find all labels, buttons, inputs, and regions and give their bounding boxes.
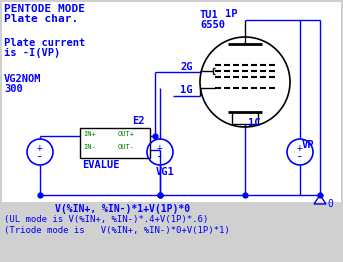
Text: IN+: IN+ [83,131,96,137]
Text: OUT-: OUT- [118,144,135,150]
Text: 1G: 1G [180,85,192,95]
Text: -: - [156,150,164,163]
Text: 300: 300 [4,84,23,94]
Text: VP: VP [302,140,315,150]
Text: (UL mode is V(%IN+, %IN-)*.4+V(1P)*.6): (UL mode is V(%IN+, %IN-)*.4+V(1P)*.6) [4,215,208,224]
Text: IN-: IN- [83,144,96,150]
Text: 1P: 1P [225,9,237,19]
Text: Plate char.: Plate char. [4,14,78,24]
Text: -: - [296,150,304,163]
Text: 6550: 6550 [200,20,225,30]
Text: V(%IN+, %IN-)*1+V(1P)*0: V(%IN+, %IN-)*1+V(1P)*0 [55,204,190,214]
Text: Plate current: Plate current [4,38,85,48]
Text: +: + [37,143,43,153]
Text: is -I(VP): is -I(VP) [4,48,60,58]
Text: PENTODE MODE: PENTODE MODE [4,4,85,14]
Text: E2: E2 [132,116,144,126]
Text: 0: 0 [327,199,333,209]
Bar [80,128,150,158]
Text: 1C: 1C [248,118,260,128]
Text: OUT+: OUT+ [118,131,135,137]
Text: EVALUE: EVALUE [82,160,119,170]
Text: -: - [36,150,44,163]
Text: 2G: 2G [180,62,192,72]
Text: (Triode mode is   V(%IN+, %IN-)*0+V(1P)*1): (Triode mode is V(%IN+, %IN-)*0+V(1P)*1) [4,226,230,235]
Bar [2,2,341,202]
Text: +: + [297,143,303,153]
Text: VG1: VG1 [156,167,175,177]
Text: VG2NOM: VG2NOM [4,74,42,84]
Text: TU1: TU1 [200,10,219,20]
Text: +: + [157,143,163,153]
